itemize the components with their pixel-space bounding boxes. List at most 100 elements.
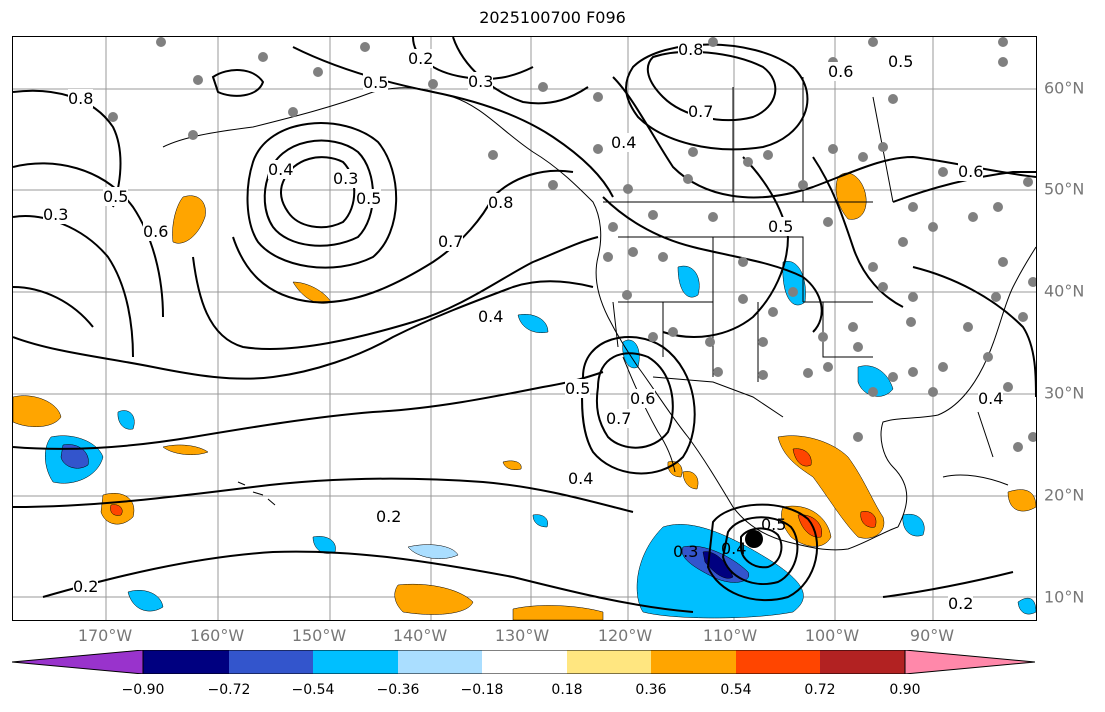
contour-label: 0.5: [768, 217, 794, 236]
colorbar-tick: 0.72: [804, 682, 836, 698]
states-1: [618, 236, 873, 377]
contour-label: 0.4: [721, 539, 747, 558]
contour-pac-05: [13, 280, 594, 380]
colorbar-segment: [736, 650, 820, 674]
contour-label: 0.2: [376, 507, 402, 526]
shade-orange-west: [13, 395, 62, 427]
colorbar-min-extend: [12, 650, 144, 674]
lat-label-50n: 50°N: [1044, 179, 1085, 199]
shade-blue-small1: [117, 410, 135, 430]
shade-orange-small3: [502, 460, 522, 470]
station-dots: [108, 37, 1036, 452]
contour-top-05: [292, 46, 614, 198]
lon-label-150w: 150°W: [291, 626, 347, 645]
contour-label: 0.4: [568, 469, 594, 488]
lat-label-60n: 60°N: [1044, 78, 1085, 98]
coast-florida: [977, 411, 994, 458]
colorbar-segment: [398, 650, 482, 674]
graticule: [13, 37, 1036, 620]
contour-pac-06: [192, 236, 599, 350]
shading: [13, 172, 1036, 620]
contour-west-04: [13, 286, 94, 328]
contour-label: 0.6: [828, 62, 854, 81]
contour-label: 0.5: [888, 52, 914, 71]
coast-cuba: [942, 474, 1009, 486]
lon-label-90w: 90°W: [909, 626, 955, 645]
shade-orange-sw: [394, 583, 474, 615]
contour-low-socal2: [581, 336, 696, 475]
colorbar-tick: −0.18: [460, 682, 504, 698]
map-canvas: [13, 37, 1036, 620]
shade-orange-small2: [682, 471, 699, 490]
contour-label: 0.3: [43, 205, 69, 224]
contour-label: 0.3: [468, 72, 494, 91]
colorbar-tick: −0.54: [291, 682, 335, 698]
contour-label: 0.6: [630, 389, 656, 408]
colorbar-segment: [482, 650, 567, 674]
lat-label-20n: 20°N: [1044, 485, 1085, 505]
colorbar-tick: 0.54: [720, 682, 752, 698]
contour-label: 0.2: [73, 577, 99, 596]
coast-gulf: [880, 246, 1036, 528]
contour-top-03: [452, 37, 589, 105]
contour-pac-04: [13, 371, 604, 450]
contour-label: 0.5: [761, 515, 787, 534]
contour-low-gulfak2: [263, 139, 374, 247]
contour-label: 0.8: [678, 40, 704, 59]
colorbar-segment: [313, 650, 398, 674]
lon-label-100w: 100°W: [804, 626, 860, 645]
colorbar-segment: [651, 650, 736, 674]
shade-blue-caribbean: [902, 513, 925, 537]
contour-label: 0.3: [673, 542, 699, 561]
colorbar-tick: 0.18: [551, 682, 583, 698]
colorbar-tick: −0.36: [376, 682, 420, 698]
contour-label: 0.4: [478, 307, 504, 326]
shade-navy-south: [702, 551, 734, 579]
colorbar-segment: [143, 650, 229, 674]
lat-label-10n: 10°N: [1044, 587, 1085, 607]
contour-west-small: [211, 69, 265, 97]
contour-label: 0.4: [268, 160, 294, 179]
contour-us-05b: [812, 156, 904, 308]
contour-east-02: [882, 571, 1014, 598]
contour-label: 0.7: [606, 409, 632, 428]
shade-orange-bottom: [512, 605, 604, 620]
contour-canada-08: [646, 50, 777, 122]
shade-red-gulf: [792, 448, 812, 467]
contour-label: 0.8: [488, 193, 514, 212]
map-title: 2025100700 F096: [479, 8, 626, 27]
colorbar-tick: −0.90: [121, 682, 165, 698]
shade-lightblue-pac: [407, 544, 459, 559]
shade-blue-pac1: [517, 314, 549, 333]
contour-tc-3: [706, 503, 819, 602]
contour-pac-07: [232, 169, 574, 304]
shade-medium-blue-west: [60, 444, 89, 469]
contour-label: 0.5: [363, 73, 389, 92]
colorbar-tick: −0.72: [207, 682, 251, 698]
lon-label-120w: 120°W: [597, 626, 653, 645]
contour-west-06: [13, 162, 164, 318]
coast-hawaii: [237, 481, 276, 506]
lon-label-170w: 170°W: [77, 626, 133, 645]
contour-label: 0.6: [143, 222, 169, 241]
shade-orange-east: [1007, 489, 1036, 512]
shade-orange-canada: [835, 172, 867, 220]
contour-label: 0.4: [978, 389, 1004, 408]
contour-tc-2: [721, 516, 799, 585]
contour-label: 0.7: [688, 102, 714, 121]
colorbar-segment: [229, 650, 313, 674]
shade-blue-gulfcoast: [857, 365, 894, 397]
contour-low-socal: [595, 352, 674, 449]
contour-low-gulfak3: [246, 122, 398, 269]
contour-low-gulfak: [279, 156, 356, 229]
canada-lines: [732, 77, 894, 203]
shade-blue-east: [1017, 597, 1036, 615]
contour-label: 0.5: [565, 379, 591, 398]
border-us-mexico: [652, 376, 784, 418]
contour-east-04: [912, 266, 1036, 398]
contour-canada-07: [625, 43, 809, 151]
colorbar-segment: [567, 650, 651, 674]
shade-red-gulf2: [860, 511, 877, 528]
lon-label-130w: 130°W: [494, 626, 550, 645]
lon-label-160w: 160°W: [189, 626, 245, 645]
